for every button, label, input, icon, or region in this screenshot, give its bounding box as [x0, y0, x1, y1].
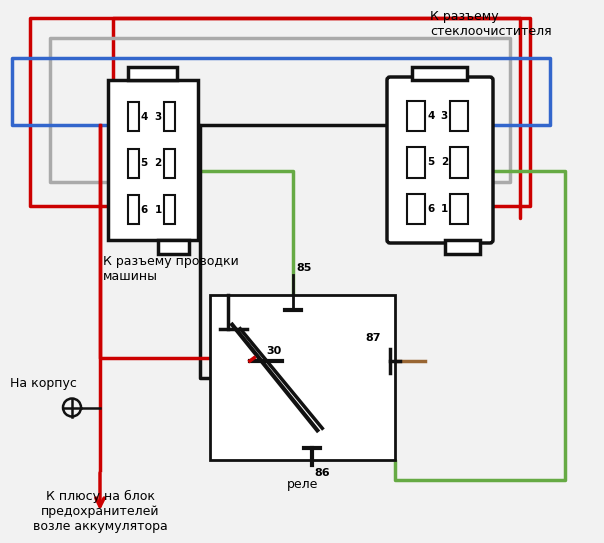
Text: 85: 85 [296, 263, 312, 273]
Bar [164, 195, 175, 224]
Text: 4: 4 [141, 112, 148, 122]
Text: 87: 87 [365, 333, 381, 343]
Text: 5: 5 [141, 158, 148, 168]
Bar [407, 101, 425, 131]
Text: К разъему проводки
машины: К разъему проводки машины [103, 255, 239, 283]
Bar [128, 103, 138, 131]
Text: 6: 6 [427, 204, 434, 214]
Bar [412, 67, 467, 80]
Text: 2: 2 [441, 157, 448, 167]
Bar [158, 240, 189, 255]
Bar [128, 149, 138, 178]
Bar [108, 80, 198, 240]
Text: 3: 3 [441, 111, 448, 121]
Bar [450, 147, 468, 178]
Text: К разъему
стеклоочистителя: К разъему стеклоочистителя [430, 10, 551, 38]
Text: 5: 5 [427, 157, 434, 167]
Text: К плюсу на блок
предохранителей
возле аккумулятора: К плюсу на блок предохранителей возле ак… [33, 490, 167, 533]
Text: 3: 3 [155, 112, 162, 122]
Bar [164, 103, 175, 131]
Bar [445, 240, 480, 255]
Text: 1: 1 [441, 204, 448, 214]
Bar [164, 149, 175, 178]
Bar [128, 67, 178, 80]
Bar [407, 194, 425, 224]
Bar [210, 295, 395, 460]
Text: На корпус: На корпус [10, 376, 77, 389]
Text: 6: 6 [141, 205, 148, 214]
Text: 2: 2 [155, 158, 162, 168]
Text: реле: реле [287, 478, 318, 491]
Bar [450, 194, 468, 224]
Text: 86: 86 [315, 468, 330, 478]
Text: 4: 4 [427, 111, 434, 121]
Text: 30: 30 [267, 346, 282, 356]
Text: 1: 1 [155, 205, 162, 214]
Bar [128, 195, 138, 224]
FancyBboxPatch shape [387, 77, 493, 243]
Bar [450, 101, 468, 131]
Bar [407, 147, 425, 178]
